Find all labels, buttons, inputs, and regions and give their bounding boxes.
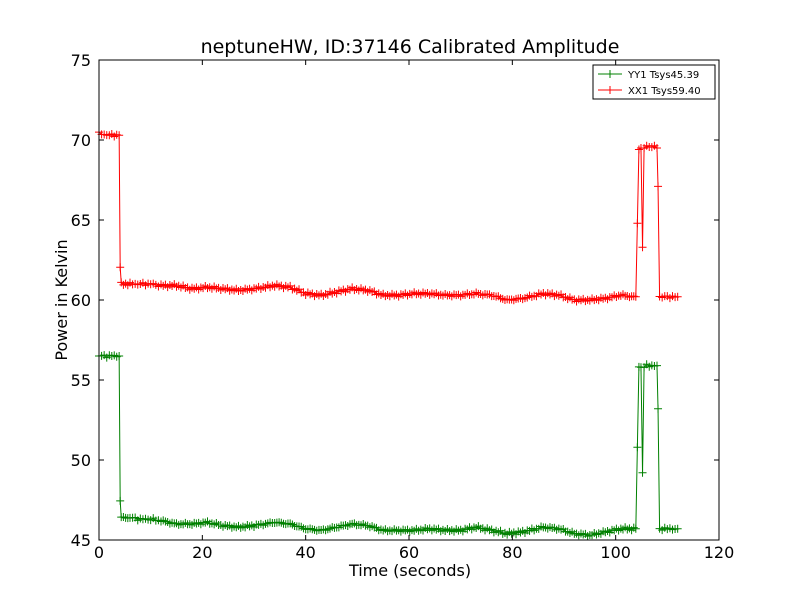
x-tick-label: 80: [502, 543, 522, 562]
data-point: [623, 525, 632, 534]
y-tick-label: 75: [71, 51, 91, 70]
legend-entry-yy1: YY1 Tsys45.39: [598, 70, 699, 81]
legend-frame: [592, 64, 716, 100]
series-markers: [95, 128, 682, 306]
data-point: [631, 292, 640, 301]
series-xx1: [95, 128, 682, 306]
legend-entry-xx1: XX1 Tsys59.40: [598, 86, 701, 97]
y-tick-label: 55: [71, 371, 91, 390]
data-point: [653, 361, 661, 370]
y-tick-label: 60: [71, 291, 91, 310]
chart-title: neptuneHW, ID:37146 Calibrated Amplitude: [201, 36, 620, 58]
data-point: [115, 352, 124, 360]
series-yy1: [95, 351, 682, 541]
data-point: [631, 524, 640, 533]
legend-marker-xx1: [606, 86, 614, 94]
x-tick-label: 0: [94, 543, 104, 562]
y-axis-title: Power in Kelvin: [52, 239, 71, 360]
data-point: [116, 496, 125, 505]
x-axis-title: Time (seconds): [348, 561, 471, 580]
legend-label-xx1: XX1 Tsys59.40: [628, 86, 701, 97]
x-tick-label: 40: [295, 543, 315, 562]
legend-label-yy1: YY1 Tsys45.39: [627, 70, 699, 81]
data-point: [673, 524, 682, 533]
legend: YY1 Tsys45.39 XX1 Tsys59.40: [592, 64, 716, 100]
y-tick-label: 65: [71, 211, 91, 230]
data-point: [633, 443, 642, 452]
x-tick-label: 60: [399, 543, 419, 562]
data-point: [654, 182, 663, 191]
y-tick-label: 50: [71, 451, 91, 470]
x-tick-label: 120: [704, 543, 735, 562]
y-tick-label: 45: [71, 531, 91, 550]
data-point: [673, 292, 682, 301]
data-point: [638, 243, 647, 252]
x-tick-label: 100: [600, 543, 631, 562]
data-point: [115, 131, 124, 140]
series-markers: [95, 351, 682, 541]
data-point: [638, 468, 647, 477]
data-point: [654, 404, 663, 413]
data-point: [616, 524, 625, 533]
data-point: [633, 219, 642, 228]
y-tick-label: 70: [71, 131, 91, 150]
data-point: [653, 144, 661, 152]
series-layer: [95, 128, 682, 541]
x-tick-label: 20: [192, 543, 212, 562]
legend-marker-yy1: [606, 70, 614, 78]
data-point: [629, 292, 638, 301]
data-point: [629, 523, 638, 532]
ticks-layer: 0 20 40 60 80 100 120 45 50 55 60 65 70 75: [71, 51, 735, 562]
data-point: [618, 290, 627, 299]
data-point: [116, 263, 125, 272]
data-point: [634, 145, 643, 154]
